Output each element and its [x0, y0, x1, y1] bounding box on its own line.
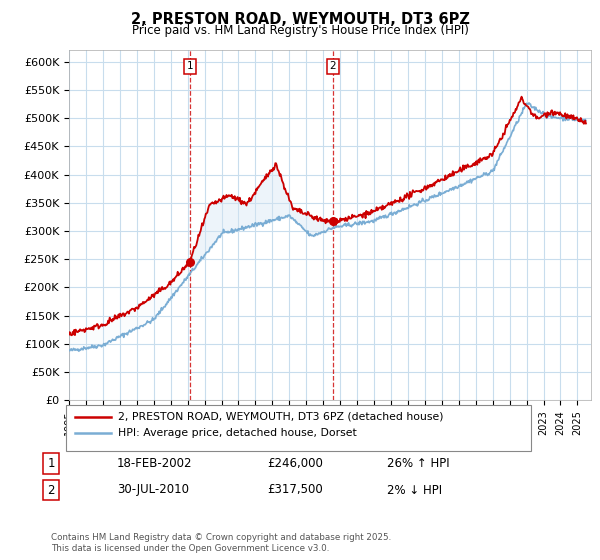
- Text: HPI: Average price, detached house, Dorset: HPI: Average price, detached house, Dors…: [118, 428, 357, 438]
- Text: 2: 2: [47, 483, 55, 497]
- Text: 2% ↓ HPI: 2% ↓ HPI: [387, 483, 442, 497]
- Text: 2: 2: [330, 61, 337, 71]
- Text: 2, PRESTON ROAD, WEYMOUTH, DT3 6PZ: 2, PRESTON ROAD, WEYMOUTH, DT3 6PZ: [131, 12, 469, 27]
- Text: 18-FEB-2002: 18-FEB-2002: [117, 457, 193, 470]
- Text: Price paid vs. HM Land Registry's House Price Index (HPI): Price paid vs. HM Land Registry's House …: [131, 24, 469, 37]
- Text: £246,000: £246,000: [267, 457, 323, 470]
- Text: 26% ↑ HPI: 26% ↑ HPI: [387, 457, 449, 470]
- Text: 2, PRESTON ROAD, WEYMOUTH, DT3 6PZ (detached house): 2, PRESTON ROAD, WEYMOUTH, DT3 6PZ (deta…: [118, 412, 444, 422]
- Text: 30-JUL-2010: 30-JUL-2010: [117, 483, 189, 497]
- Text: 1: 1: [47, 457, 55, 470]
- Text: Contains HM Land Registry data © Crown copyright and database right 2025.
This d: Contains HM Land Registry data © Crown c…: [51, 533, 391, 553]
- Text: 1: 1: [187, 61, 193, 71]
- Text: £317,500: £317,500: [267, 483, 323, 497]
